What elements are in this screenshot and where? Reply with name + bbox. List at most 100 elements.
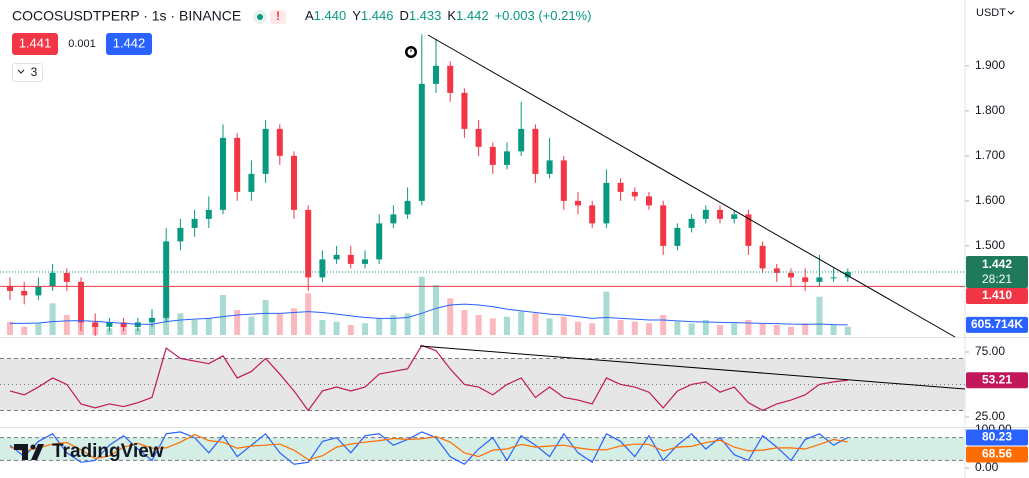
status-dot (257, 14, 263, 20)
volume-bar (92, 325, 99, 335)
legend-label: A (305, 8, 314, 23)
candle-body (305, 209, 312, 278)
volume-bar (518, 311, 525, 335)
spread: 0.001 (68, 38, 96, 50)
candle-body (773, 268, 780, 273)
volume-bar (7, 321, 13, 335)
volume-bar (134, 328, 141, 335)
volume-bar (447, 298, 454, 335)
candle-body (149, 317, 155, 323)
sell-price[interactable]: 1.441 (19, 35, 52, 50)
volume-bar (305, 293, 312, 335)
candle-body (646, 196, 652, 206)
indicator-value-tag (966, 446, 1028, 463)
candle-body (504, 151, 510, 165)
buy-price[interactable]: 1.442 (113, 35, 146, 50)
candle-body (788, 272, 794, 278)
y-tick-label: 0.00 (975, 460, 999, 474)
volume-bar (475, 315, 482, 335)
candle-body (291, 155, 297, 210)
volume-bar (291, 308, 297, 335)
volume-bar (631, 321, 638, 335)
volume-bar (78, 320, 84, 335)
volume-bar (830, 325, 837, 335)
candle-body (560, 160, 567, 201)
volume-bar (418, 276, 425, 335)
candle-body (120, 322, 127, 327)
legend-label: K (447, 8, 456, 23)
candle-body (433, 65, 439, 84)
volume-bar (376, 318, 383, 335)
volume-bar (773, 325, 780, 335)
volume-bar (21, 326, 28, 335)
volume-bar (163, 291, 170, 335)
volume-bar (404, 313, 411, 335)
sell-button[interactable]: 1.441 (12, 33, 58, 55)
candle-body (603, 182, 610, 224)
volume-bar (205, 318, 212, 335)
candle-body (163, 241, 170, 318)
volume-bar (276, 313, 283, 335)
candle-body (674, 227, 681, 246)
candle-body (376, 223, 383, 260)
volume-bar (177, 313, 184, 335)
volume-bar (106, 328, 113, 335)
legend-label: Y (352, 8, 361, 23)
volume-bar (617, 320, 624, 335)
indicator-line (9, 433, 848, 461)
volume-bar (674, 321, 681, 335)
volume-bar (120, 326, 127, 335)
volume-bar (248, 316, 255, 335)
candle-body (731, 214, 738, 219)
candle-body (347, 254, 354, 264)
volume-bar (688, 323, 695, 335)
legend-value: 1.446 (361, 8, 394, 23)
currency[interactable]: USDT (976, 7, 1006, 19)
candle-body (589, 205, 596, 224)
indicators-count[interactable]: 3 (31, 65, 38, 79)
volume-bar (816, 296, 823, 335)
candle-body (49, 272, 56, 287)
volume-bar (35, 323, 42, 335)
volume-bar (532, 313, 539, 335)
candle-body (688, 218, 695, 228)
candle-body (660, 205, 667, 246)
volume-bar (63, 315, 70, 335)
candle-body (575, 200, 581, 206)
currency-menu[interactable]: USDT (976, 7, 1015, 19)
indicator-value-tag (966, 372, 1028, 389)
volume-bar (560, 316, 567, 335)
volume-bar (504, 316, 510, 335)
candle-body (92, 322, 99, 327)
legend-change: +0.003 (+0.21%) (495, 8, 592, 23)
candle-body (177, 227, 184, 242)
candle-body (404, 200, 411, 215)
legend-value: 1.440 (314, 8, 347, 23)
plot-layer: 1.5001.6001.7001.8001.9001.44228:211.410… (0, 34, 1028, 474)
symbol-title: COCOSUSDTPERP · 1s · BINANCE (12, 8, 241, 24)
candle-body (362, 259, 368, 264)
y-tick-label: 75.00 (975, 344, 1005, 358)
y-tick-label: 1.700 (975, 148, 1005, 162)
price-line-label: 1.410 (982, 288, 1012, 302)
candle-body (262, 128, 269, 174)
volume-bar (333, 321, 340, 335)
candle-body (248, 173, 255, 192)
candle-body (631, 191, 638, 197)
indicator-value: 53.21 (982, 372, 1012, 386)
volume-bar (603, 291, 610, 335)
indicators-toggle[interactable]: 3 (12, 63, 43, 82)
last-price: 1.442 (982, 257, 1012, 271)
volume-bar (390, 315, 397, 335)
buy-button[interactable]: 1.442 (106, 33, 152, 55)
volume-bar (660, 315, 667, 335)
volume-bar (844, 326, 851, 335)
indicator-value: 68.56 (982, 447, 1012, 461)
candle-body (234, 137, 241, 192)
candle-body (830, 277, 837, 279)
warning-icon: ! (276, 9, 280, 23)
y-tick-label: 1.800 (975, 103, 1005, 117)
candle-body (205, 209, 212, 219)
alarm-icon (405, 46, 417, 58)
candle-body (461, 92, 468, 129)
